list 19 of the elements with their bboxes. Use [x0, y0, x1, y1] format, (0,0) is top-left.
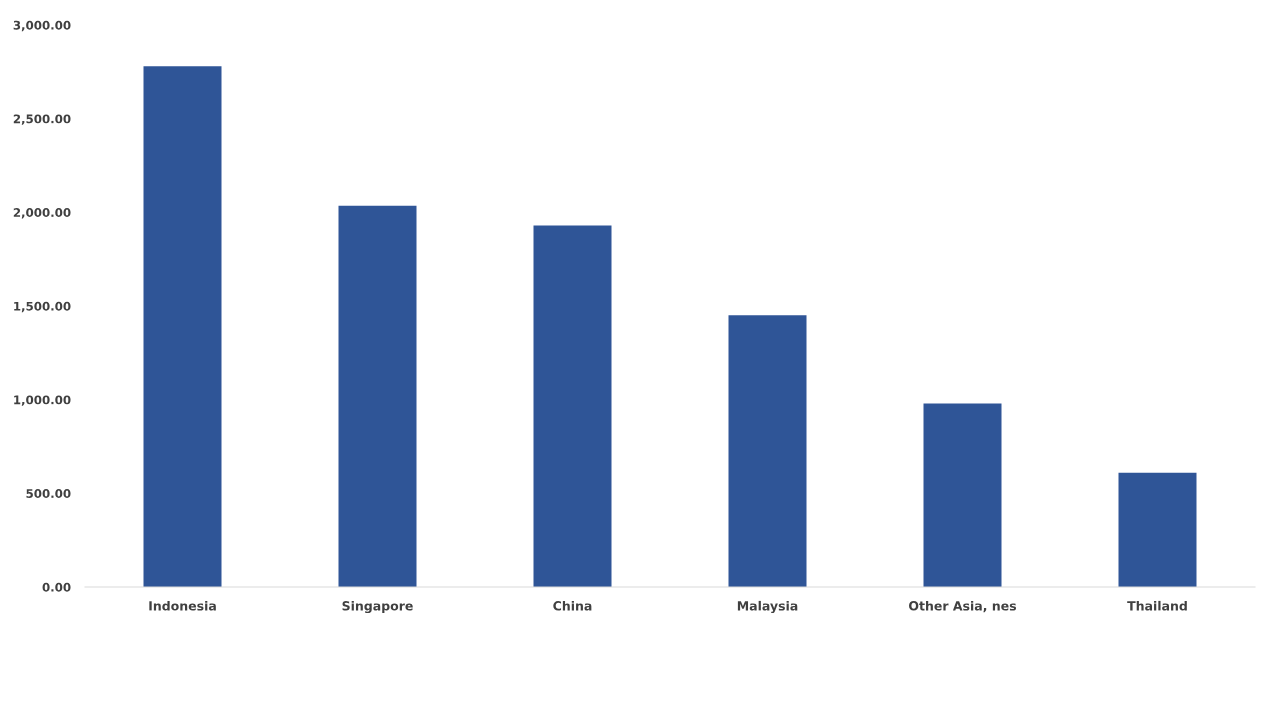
bar	[338, 205, 417, 587]
x-tick-label: Thailand	[1127, 600, 1187, 611]
y-tick-label: 1,000.00	[14, 395, 71, 406]
x-tick-label: Indonesia	[149, 600, 216, 611]
bar	[923, 403, 1002, 587]
bar	[533, 225, 612, 587]
bar	[728, 315, 807, 587]
y-tick-label: 3,000.00	[13, 20, 71, 32]
x-tick-label: Malaysia	[737, 600, 798, 614]
y-tick-label: 2,000.00	[13, 208, 71, 219]
x-tick-label: China	[553, 600, 592, 611]
y-tick-label: 1,500.00	[14, 301, 71, 313]
y-tick-label: 500.00	[26, 489, 71, 498]
x-tick-label: Singapore	[342, 600, 413, 614]
y-tick-label: 0.00	[42, 582, 71, 592]
bar	[1118, 472, 1197, 587]
x-tick-label: Other Asia, nes	[909, 600, 1017, 613]
bar	[143, 66, 222, 587]
y-tick-label: 2,500.00	[13, 114, 71, 125]
